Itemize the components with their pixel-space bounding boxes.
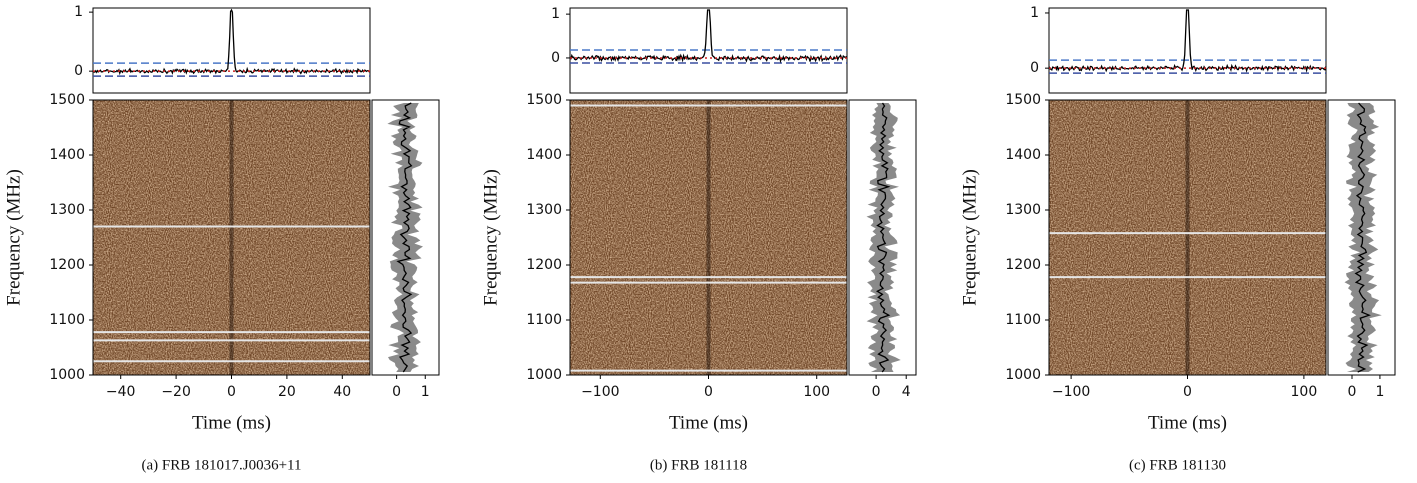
profile-frame: [92, 7, 371, 94]
y-tick-label: 1000: [526, 367, 562, 383]
waterfall-noise: [93, 100, 370, 375]
profile-tick-label: 0: [74, 63, 83, 79]
y-tick-label: 1100: [1005, 312, 1041, 328]
y-tick-label: 1100: [526, 312, 562, 328]
x-tick-label: 0: [227, 384, 236, 400]
x-tick-label: 100: [1291, 384, 1318, 400]
y-tick-label: 1300: [49, 202, 85, 218]
y-tick-label: 1300: [526, 202, 562, 218]
y-tick-label: 1200: [526, 257, 562, 273]
burst-track: [1185, 100, 1190, 375]
profile-tick-label: 0: [551, 50, 560, 66]
y-axis-label: Frequency (MHz): [480, 169, 501, 306]
spectrum-trace: [875, 102, 891, 373]
x-axis-label: Time (ms): [192, 412, 271, 433]
spectrum-tick-label: 1: [1375, 384, 1384, 400]
x-tick-label: 0: [1183, 384, 1192, 400]
x-tick-label: 40: [333, 384, 351, 400]
y-tick-label: 1400: [1005, 147, 1041, 163]
spectrum-tick-label: 1: [421, 384, 430, 400]
spectrum-tick-label: 4: [902, 384, 911, 400]
y-tick-label: 1500: [49, 92, 85, 108]
spectrum-band: [387, 103, 423, 372]
spectrum-tick-label: 0: [392, 384, 401, 400]
profile-tick-label: 0: [1030, 60, 1039, 76]
x-tick-label: −100: [1052, 384, 1090, 400]
y-axis-label: Frequency (MHz): [3, 169, 24, 306]
profile-frame: [1048, 7, 1327, 94]
x-axis-label: Time (ms): [669, 412, 748, 433]
y-tick-label: 1400: [49, 147, 85, 163]
profile-tick-label: 1: [551, 6, 560, 22]
spectrum-tick-label: 0: [1348, 384, 1357, 400]
y-tick-label: 1500: [1005, 92, 1041, 108]
burst-track: [706, 100, 711, 375]
y-tick-label: 1400: [526, 147, 562, 163]
spectrum-trace: [1354, 102, 1371, 373]
caption: (b) FRB 181118: [650, 457, 747, 473]
y-axis-label: Frequency (MHz): [959, 169, 980, 306]
y-tick-label: 1500: [526, 92, 562, 108]
y-tick-label: 1300: [1005, 202, 1041, 218]
y-tick-label: 1100: [49, 312, 85, 328]
x-axis-label: Time (ms): [1148, 412, 1227, 433]
y-tick-label: 1200: [1005, 257, 1041, 273]
x-tick-label: 100: [803, 384, 830, 400]
y-tick-label: 1000: [49, 367, 85, 383]
profile-tick-label: 1: [1030, 5, 1039, 21]
caption: (a) FRB 181017.J0036+11: [142, 457, 302, 473]
burst-track: [229, 100, 234, 375]
x-tick-label: 20: [278, 384, 296, 400]
x-tick-label: −40: [106, 384, 136, 400]
x-tick-label: −20: [161, 384, 191, 400]
waterfall-noise: [1049, 100, 1326, 375]
caption: (c) FRB 181130: [1129, 457, 1226, 473]
y-tick-label: 1000: [1005, 367, 1041, 383]
spectrum-trace: [396, 102, 413, 373]
waterfall-noise: [570, 100, 847, 375]
x-tick-label: −100: [581, 384, 619, 400]
x-tick-label: 0: [704, 384, 713, 400]
profile-tick-label: 1: [74, 4, 83, 20]
y-tick-label: 1200: [49, 257, 85, 273]
spectrum-tick-label: 0: [872, 384, 881, 400]
spectrum-band: [866, 103, 901, 372]
